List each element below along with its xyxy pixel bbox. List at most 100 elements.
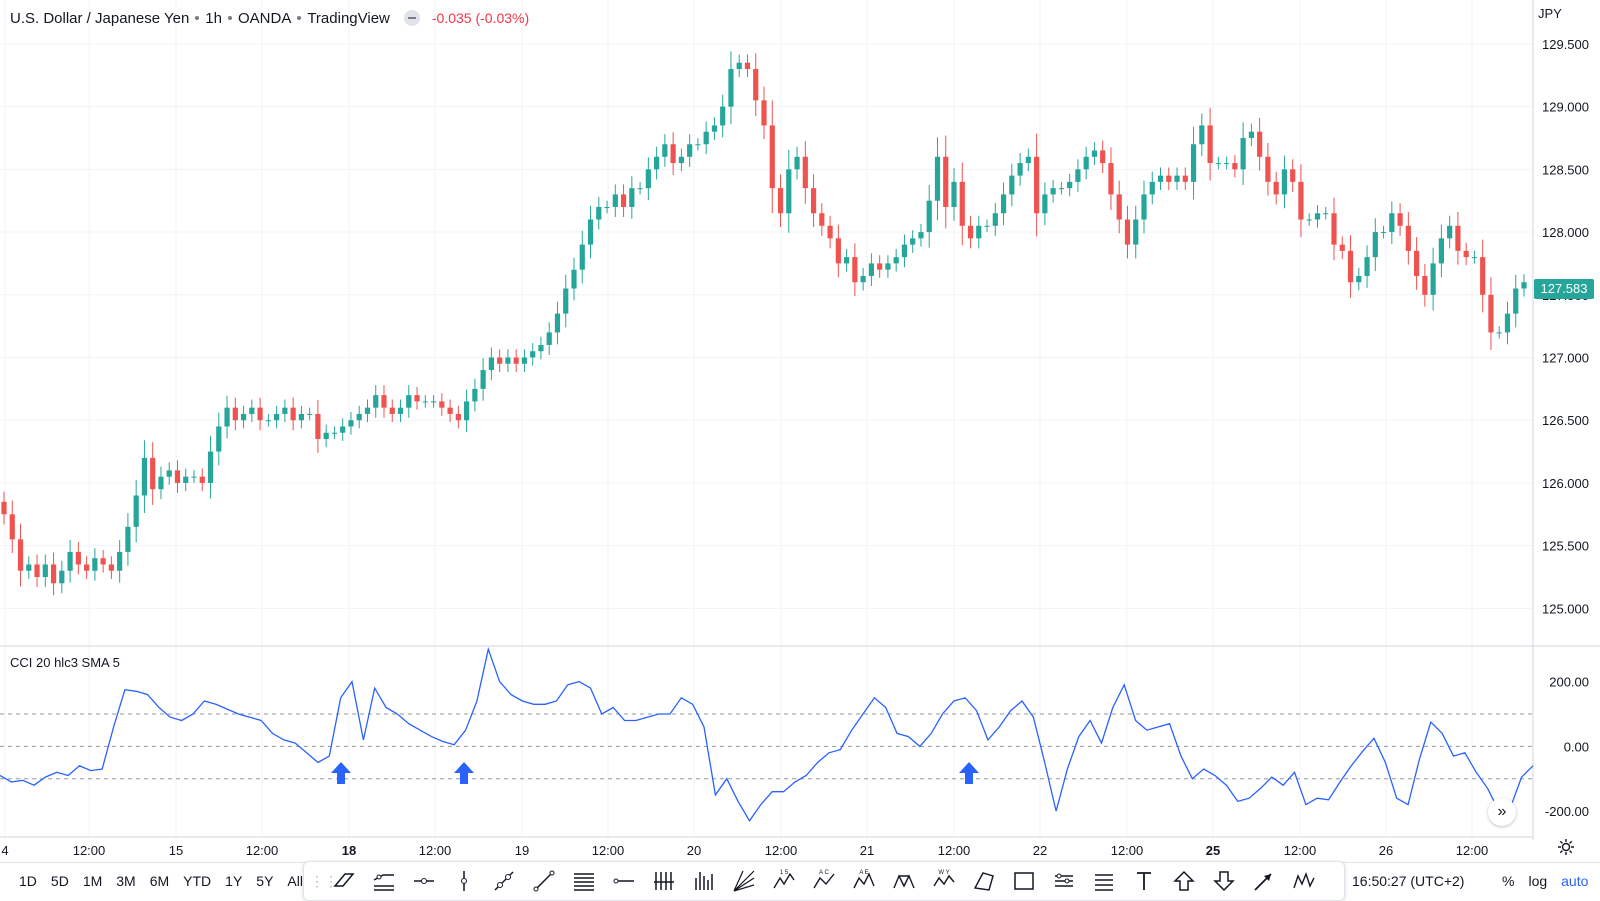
candle-body: [1058, 188, 1064, 190]
candle-body: [373, 395, 379, 408]
symbol-title[interactable]: U.S. Dollar / Japanese Yen: [10, 9, 190, 27]
candle-body: [992, 213, 998, 226]
candle-body: [901, 244, 908, 258]
elliott-wave-tool[interactable]: 1 5: [764, 863, 804, 899]
candle-body: [629, 188, 635, 207]
candle-body: [340, 426, 346, 433]
candle-body: [480, 370, 486, 389]
wxy-pattern-tool[interactable]: W Y: [924, 863, 964, 899]
candle-body: [1273, 181, 1279, 195]
price-tick-label: 127.000: [1542, 350, 1589, 365]
up-arrow-marker[interactable]: [454, 762, 474, 784]
indicator-label[interactable]: CCI 20 hlc3 SMA 5: [10, 655, 120, 670]
range-button-5y[interactable]: 5Y: [256, 873, 274, 889]
candle-body: [1331, 213, 1337, 245]
range-button-5d[interactable]: 5D: [50, 873, 69, 889]
time-tick-label: 12:00: [765, 843, 798, 858]
trend-line-tool[interactable]: [524, 863, 564, 899]
candle-body: [497, 357, 503, 364]
candle-body: [331, 432, 338, 434]
time-axis[interactable]: 4 12:00 15 12:00 18 12:00 19 12:00 20 12:00 21 12:0…: [1, 843, 1488, 858]
candle-body: [439, 401, 445, 408]
vertical-line-tool[interactable]: [444, 863, 484, 899]
candle-body: [100, 558, 106, 565]
range-button-3m[interactable]: 3M: [116, 873, 136, 889]
range-button-1m[interactable]: 1M: [82, 873, 103, 889]
collapse-icon[interactable]: [403, 10, 420, 26]
pitchfork-tool[interactable]: [684, 863, 724, 899]
candle-body: [455, 413, 461, 421]
currency-label[interactable]: JPY: [1538, 6, 1562, 21]
candle-body: [1471, 257, 1478, 259]
arrow-down-tool[interactable]: [1204, 863, 1244, 899]
candle-body: [1124, 219, 1131, 245]
candle-body: [703, 131, 709, 145]
triangle-pattern-tool[interactable]: [964, 863, 1004, 899]
rectangle-icon: [1014, 872, 1034, 890]
scroll-to-realtime-button[interactable]: »: [1488, 798, 1516, 826]
cci-axis[interactable]: 200.00 0.00 -200.00: [1545, 675, 1589, 819]
regression-trend-tool[interactable]: [364, 863, 404, 899]
up-arrow-marker[interactable]: [959, 762, 979, 784]
head-shoulders-tool[interactable]: [884, 863, 924, 899]
interval-label[interactable]: 1h: [205, 9, 222, 27]
candle-body: [1108, 163, 1114, 195]
candle-body: [1339, 244, 1345, 251]
time-tick-label: 25: [1206, 843, 1220, 858]
candle-body: [1455, 225, 1461, 251]
abcd-pattern-tool[interactable]: A C: [804, 863, 844, 899]
candle-body: [1380, 232, 1387, 234]
fib-channel-tool[interactable]: [644, 863, 684, 899]
cypher-pattern-tool[interactable]: [1284, 863, 1324, 899]
scale-option-percent[interactable]: %: [1502, 873, 1515, 889]
candle-body: [1496, 332, 1502, 334]
up-arrow-marker[interactable]: [331, 762, 351, 784]
candle-body: [563, 288, 569, 314]
trend-angle-icon: [494, 871, 514, 891]
trend-angle-tool[interactable]: [484, 863, 524, 899]
rectangle-tool[interactable]: [1004, 863, 1044, 899]
time-tick-label: 12:00: [419, 843, 452, 858]
range-button-6m[interactable]: 6M: [149, 873, 170, 889]
candle-body: [166, 470, 172, 477]
candle-body: [414, 395, 420, 402]
gann-fan-tool[interactable]: [724, 863, 764, 899]
candle-body: [59, 570, 65, 584]
date-range-tool[interactable]: [1044, 863, 1084, 899]
candle-body: [1025, 156, 1031, 164]
candle-body: [1100, 150, 1106, 164]
candle-body: [645, 169, 651, 189]
range-button-1d[interactable]: 1D: [19, 873, 37, 889]
price-axis[interactable]: 125.000125.500126.000126.500127.000127.5…: [1542, 37, 1589, 616]
candle-body: [1215, 163, 1221, 165]
clock[interactable]: 16:50:27 (UTC+2): [1352, 873, 1465, 889]
range-button-ytd[interactable]: YTD: [183, 873, 212, 889]
arrow-marker-tool[interactable]: [1244, 863, 1284, 899]
cci-series: [0, 646, 1534, 823]
candle-body: [926, 200, 932, 233]
candle-body: [141, 457, 148, 496]
arrow-up-tool[interactable]: [1164, 863, 1204, 899]
time-tick-label: 15: [169, 843, 183, 858]
parallel-channel-tool[interactable]: [324, 863, 364, 899]
fib-retracement-tool[interactable]: [564, 863, 604, 899]
candle-body: [75, 551, 81, 565]
price-tick-label: 125.000: [1542, 601, 1589, 616]
text-tool[interactable]: [1124, 863, 1164, 899]
drag-handle-icon[interactable]: ⋮⋮: [310, 873, 338, 889]
candle-body: [1199, 125, 1205, 145]
scale-option-log[interactable]: log: [1528, 873, 1548, 889]
range-button-all[interactable]: All: [287, 873, 303, 889]
scale-option-auto[interactable]: auto: [1561, 873, 1589, 889]
gear-icon[interactable]: [1556, 837, 1576, 857]
horizontal-ray-tool[interactable]: [404, 863, 444, 899]
price-range-tool[interactable]: [1084, 863, 1124, 899]
candle-body: [307, 413, 313, 415]
candle-body: [827, 225, 833, 239]
horizontal-line-tool[interactable]: [604, 863, 644, 899]
xabcd-pattern-tool[interactable]: A E: [844, 863, 884, 899]
range-button-1y[interactable]: 1Y: [225, 873, 243, 889]
candle-body: [356, 413, 362, 421]
candle-body: [1521, 282, 1527, 289]
